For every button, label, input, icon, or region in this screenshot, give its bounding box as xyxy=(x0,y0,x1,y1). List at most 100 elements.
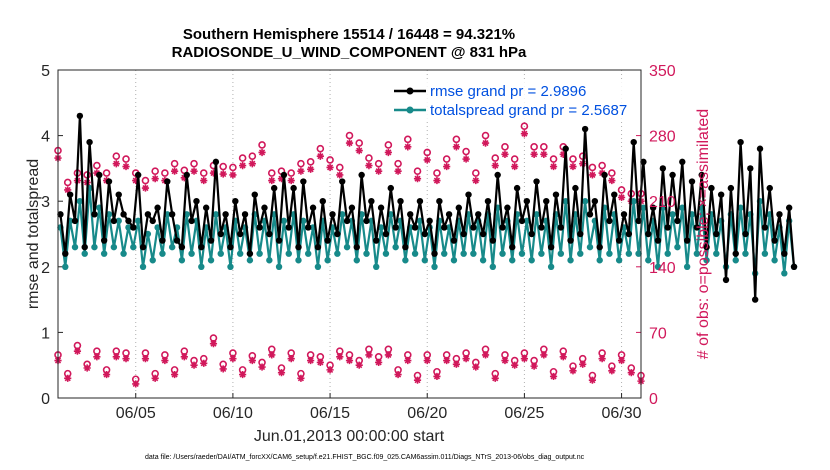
rmse-point xyxy=(431,250,438,257)
rmse-point xyxy=(134,171,142,179)
rmse-point xyxy=(402,243,409,251)
rmse-point xyxy=(139,243,147,251)
x-tick-label: 06/25 xyxy=(504,405,544,422)
obs-assimilated-point xyxy=(248,356,256,365)
obs-assimilated-point xyxy=(617,356,626,365)
y-tick-label-right: 280 xyxy=(649,129,676,146)
rmse-point xyxy=(727,184,735,192)
rmse-point xyxy=(207,237,215,244)
rmse-point xyxy=(105,178,113,185)
obs-assimilated-point xyxy=(64,186,72,194)
rmse-point xyxy=(407,211,414,218)
totalspread-point xyxy=(246,257,254,264)
totalspread-point xyxy=(343,243,351,251)
rmse-point xyxy=(688,178,696,185)
obs-assimilated-point xyxy=(258,363,266,371)
rmse-point xyxy=(742,230,749,238)
rmse-point xyxy=(154,204,161,211)
obs-assimilated-point xyxy=(336,353,344,361)
rmse-point xyxy=(193,198,200,205)
rmse-point xyxy=(683,237,691,244)
rmse-point xyxy=(319,198,326,205)
y-tick-label-left: 2 xyxy=(41,260,50,277)
totalspread-point xyxy=(295,257,302,264)
x-tick-label: 06/20 xyxy=(407,405,447,422)
legend-box xyxy=(390,80,640,120)
totalspread-point xyxy=(518,250,526,257)
totalspread-point xyxy=(227,263,234,270)
obs-possible-point xyxy=(316,144,325,153)
obs-possible-point xyxy=(365,154,373,162)
obs-assimilated-point xyxy=(394,167,402,175)
legend-rmse-marker xyxy=(406,87,414,95)
obs-possible-point xyxy=(394,159,402,168)
totalspread-point xyxy=(630,198,637,205)
rmse-point xyxy=(713,230,720,238)
rmse-point xyxy=(62,250,69,257)
totalspread-point xyxy=(567,257,574,264)
y-tick-label-left: 4 xyxy=(41,129,50,146)
legend-spread-marker xyxy=(406,106,414,114)
totalspread-point xyxy=(115,217,122,225)
rmse-point xyxy=(523,198,531,205)
obs-assimilated-point xyxy=(239,370,247,379)
rmse-point xyxy=(659,165,667,172)
obs-possible-point xyxy=(608,169,616,177)
y-tick-label-left: 3 xyxy=(41,194,50,211)
rmse-point xyxy=(421,230,429,238)
obs-assimilated-point xyxy=(316,358,324,366)
rmse-point xyxy=(577,230,584,238)
x-axis-label: Jun.01,2013 00:00:00 start xyxy=(254,428,445,445)
rmse-point xyxy=(144,211,152,218)
obs-assimilated-point xyxy=(277,175,286,183)
totalspread-point xyxy=(280,217,288,225)
y-axis-label-right: # of obs: o=possible; ×=assimilated xyxy=(695,109,712,359)
rmse-point xyxy=(751,296,759,303)
totalspread-point xyxy=(781,270,788,277)
rmse-point xyxy=(436,198,443,205)
rmse-point xyxy=(164,178,171,185)
totalspread-point xyxy=(771,257,778,264)
obs-assimilated-point xyxy=(608,367,616,375)
rmse-point xyxy=(256,224,263,231)
obs-possible-point xyxy=(122,155,130,163)
obs-assimilated-point xyxy=(287,176,295,185)
obs-possible-point xyxy=(549,155,558,163)
obs-possible-point xyxy=(540,143,548,151)
obs-assimilated-point xyxy=(520,130,528,138)
obs-assimilated-point xyxy=(219,170,227,178)
obs-assimilated-point xyxy=(375,167,383,175)
obs-possible-point xyxy=(287,169,296,177)
totalspread-point xyxy=(581,198,589,205)
totalspread-point xyxy=(120,250,127,257)
obs-possible-point xyxy=(617,186,626,194)
rmse-point xyxy=(455,204,463,211)
rmse-point xyxy=(722,276,730,284)
totalspread-point xyxy=(683,263,691,270)
rmse-point xyxy=(149,217,156,225)
obs-possible-point xyxy=(374,159,383,168)
rmse-point xyxy=(698,171,705,179)
obs-assimilated-point xyxy=(73,347,82,355)
obs-assimilated-point xyxy=(569,162,577,171)
totalspread-point xyxy=(761,250,769,257)
obs-possible-point xyxy=(267,169,276,177)
obs-assimilated-point xyxy=(258,148,266,157)
rmse-point xyxy=(441,224,448,231)
rmse-point xyxy=(295,243,302,251)
obs-assimilated-point xyxy=(404,143,412,151)
obs-possible-point xyxy=(530,143,538,151)
totalspread-point xyxy=(285,250,292,257)
totalspread-point xyxy=(305,250,312,257)
obs-assimilated-point xyxy=(316,152,324,160)
totalspread-point xyxy=(737,204,744,211)
obs-possible-point xyxy=(335,163,344,172)
rmse-point xyxy=(392,224,399,231)
obs-assimilated-point xyxy=(171,370,179,379)
obs-assimilated-point xyxy=(365,351,373,359)
obs-assimilated-point xyxy=(384,351,392,359)
rmse-point xyxy=(76,112,84,120)
data-file-footnote: data file: /Users/raeder/DAI/ATM_forcXX/… xyxy=(145,454,585,461)
obs-assimilated-point xyxy=(64,374,72,382)
